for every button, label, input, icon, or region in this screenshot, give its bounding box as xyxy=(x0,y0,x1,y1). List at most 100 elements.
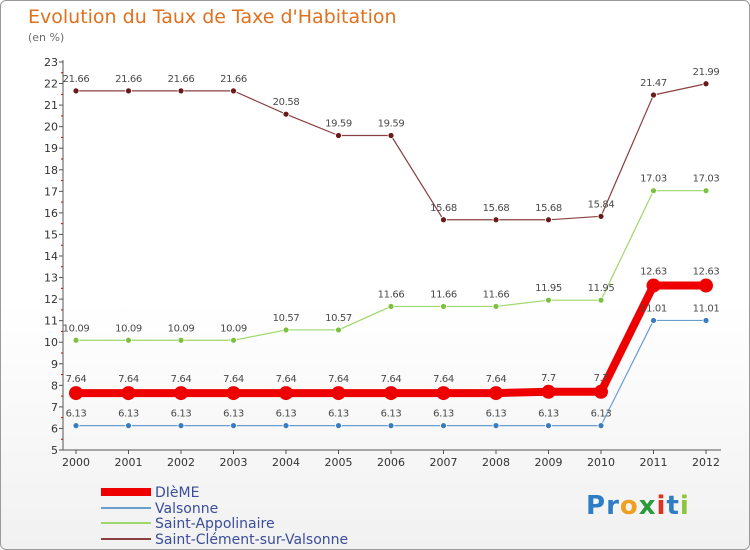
data-point xyxy=(541,384,556,399)
y-tick-label: 19 xyxy=(44,142,58,155)
data-point xyxy=(646,278,661,293)
y-tick-label: 5 xyxy=(51,444,58,457)
data-label: 21.66 xyxy=(168,74,195,85)
chart-legend: DIèMEValsonneSaint-AppolinaireSaint-Clém… xyxy=(101,485,348,548)
data-point xyxy=(282,110,290,118)
x-tick-label: 2011 xyxy=(640,456,668,469)
data-label: 11.95 xyxy=(588,283,615,294)
data-point xyxy=(230,422,237,430)
data-label: 7.64 xyxy=(381,374,402,385)
data-label: 7.64 xyxy=(223,374,244,385)
data-label: 6.13 xyxy=(381,409,402,420)
y-tick-label: 16 xyxy=(44,207,58,220)
data-label: 7.64 xyxy=(276,374,297,385)
data-label: 7.7 xyxy=(541,373,556,384)
data-point xyxy=(230,87,237,95)
y-tick-label: 18 xyxy=(44,164,58,177)
data-label: 11.95 xyxy=(535,283,562,294)
legend-label: Saint-Clément-sur-Valsonne xyxy=(155,532,348,548)
data-point xyxy=(650,187,657,195)
data-point xyxy=(384,386,398,401)
data-point xyxy=(282,422,290,430)
data-label: 6.13 xyxy=(118,409,139,420)
y-tick-label: 9 xyxy=(51,358,58,371)
data-point xyxy=(492,303,500,310)
data-label: 21.47 xyxy=(640,78,667,89)
data-label: 6.13 xyxy=(276,409,297,420)
data-label: 15.84 xyxy=(588,199,615,210)
chart-subtitle: (en %) xyxy=(28,31,65,44)
y-tick-label: 6 xyxy=(51,422,58,435)
logo-letter: x xyxy=(638,491,657,521)
data-point xyxy=(650,317,657,324)
data-point xyxy=(282,326,290,334)
data-point xyxy=(331,386,346,401)
data-label: 21.66 xyxy=(115,74,142,85)
data-point xyxy=(72,87,80,95)
data-label: 6.13 xyxy=(486,409,507,420)
data-point xyxy=(545,216,552,224)
series-line xyxy=(76,190,706,341)
data-label: 10.57 xyxy=(325,313,352,324)
data-label: 12.63 xyxy=(693,267,720,278)
data-point xyxy=(702,317,710,324)
data-label: 15.68 xyxy=(535,203,562,214)
series-layer xyxy=(69,80,713,430)
legend-item-1: Valsonne xyxy=(101,501,218,517)
x-tick-label: 2003 xyxy=(220,456,248,469)
x-tick-label: 2007 xyxy=(430,456,458,469)
logo-letter: P xyxy=(586,491,607,521)
data-label: 7.64 xyxy=(486,374,507,385)
y-tick-label: 12 xyxy=(44,293,58,306)
data-point xyxy=(492,216,500,224)
x-tick-label: 2008 xyxy=(482,456,510,469)
chart-axes: 5 6 7 8 9 10 11 12 13 14 15 16 17 18 19 20 21 22 23 2000 200… xyxy=(44,56,721,469)
data-point xyxy=(440,216,447,224)
y-tick-label: 14 xyxy=(44,250,58,263)
data-label: 11.01 xyxy=(640,303,667,314)
data-label: 6.13 xyxy=(433,409,454,420)
series-3 xyxy=(72,80,710,224)
data-point xyxy=(177,422,185,430)
data-label: 11.66 xyxy=(378,289,405,300)
data-point xyxy=(702,187,710,195)
data-label: 11.66 xyxy=(483,289,510,300)
x-tick-label: 2006 xyxy=(377,456,405,469)
logo-letter: o xyxy=(619,491,639,521)
proxiti-logo: Proxiti xyxy=(586,491,690,521)
data-point xyxy=(279,386,293,401)
x-tick-label: 2009 xyxy=(535,456,563,469)
y-tick-label: 22 xyxy=(44,78,58,91)
data-label: 6.13 xyxy=(171,409,192,420)
data-point xyxy=(387,422,395,430)
logo-letter: r xyxy=(606,491,620,521)
data-point xyxy=(335,422,342,430)
legend-label: Saint-Appolinaire xyxy=(155,516,275,532)
logo-letter: i xyxy=(679,491,690,521)
data-point xyxy=(177,87,185,95)
data-point xyxy=(72,336,80,344)
y-tick-label: 7 xyxy=(51,401,58,414)
data-label: 7.64 xyxy=(118,374,139,385)
data-labels-layer: 7.64 7.64 7.64 7.64 7.64 7.64 7.64 7.64 7.64 7.7 7… xyxy=(63,67,720,420)
data-label: 15.68 xyxy=(483,203,510,214)
x-tick-label: 2002 xyxy=(167,456,195,469)
data-point xyxy=(492,422,500,430)
x-tick-label: 2001 xyxy=(115,456,143,469)
data-point xyxy=(489,386,503,401)
logo-letter: t xyxy=(666,491,680,521)
legend-label: DIèME xyxy=(155,485,199,501)
data-label: 7.64 xyxy=(66,374,87,385)
x-tick-label: 2000 xyxy=(62,456,90,469)
y-tick-label: 10 xyxy=(44,336,58,349)
data-point xyxy=(387,303,395,310)
data-point xyxy=(335,326,342,334)
y-tick-label: 20 xyxy=(44,121,58,134)
x-tick-label: 2012 xyxy=(692,456,720,469)
data-label: 10.09 xyxy=(63,323,90,334)
data-label: 11.66 xyxy=(430,289,457,300)
data-label: 7.64 xyxy=(433,374,454,385)
data-label: 21.66 xyxy=(220,74,247,85)
